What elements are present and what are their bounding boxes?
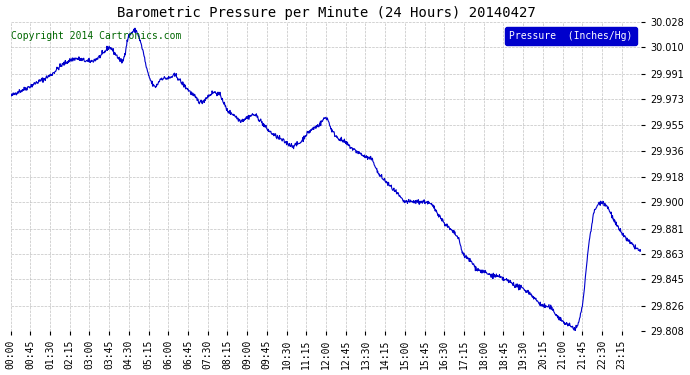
Text: Copyright 2014 Cartronics.com: Copyright 2014 Cartronics.com <box>11 32 181 41</box>
Legend: Pressure  (Inches/Hg): Pressure (Inches/Hg) <box>505 27 637 45</box>
Title: Barometric Pressure per Minute (24 Hours) 20140427: Barometric Pressure per Minute (24 Hours… <box>117 6 535 20</box>
